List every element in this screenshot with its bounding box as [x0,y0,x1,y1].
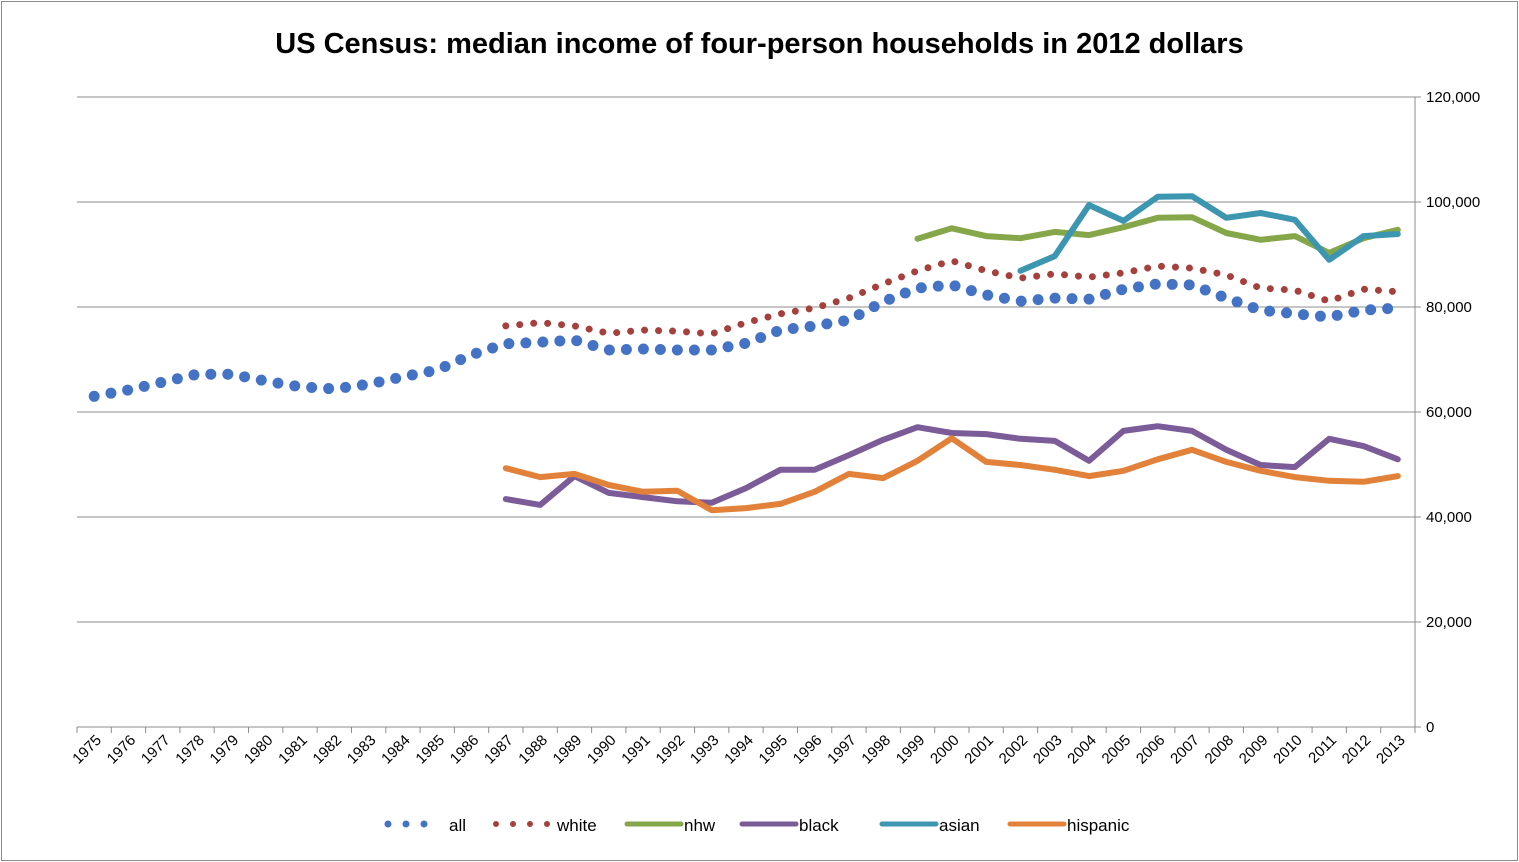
x-tick-label: 1990 [584,732,620,768]
x-tick-label: 2004 [1064,732,1100,768]
x-tick-label: 1996 [790,732,826,768]
x-tick-label: 1981 [275,732,311,768]
x-tick-label: 1988 [515,732,551,768]
x-tick-label: 1993 [687,732,723,768]
y-tick-label: 40,000 [1426,509,1472,526]
x-tick-label: 1986 [447,732,483,768]
chart-title: US Census: median income of four-person … [275,28,1244,60]
legend-label-nhw: nhw [684,816,716,835]
legend-item-hispanic: hispanic [1007,816,1130,835]
legend-item-all: all [384,816,466,835]
x-tick-label: 1982 [310,732,346,768]
series-line-hispanic [502,435,1401,514]
x-tick-label: 1983 [344,732,380,768]
x-tick-label: 1979 [207,732,243,768]
x-tick-label: 1978 [172,732,208,768]
y-tick-label: 100,000 [1426,194,1480,211]
legend-item-asian: asian [879,816,980,835]
x-tick-label: 1987 [481,732,517,768]
legend-label-black: black [799,816,839,835]
x-tick-label: 1997 [824,732,860,768]
y-tick-label: 0 [1426,719,1434,736]
x-tick-label: 1991 [618,732,654,768]
x-tick-label: 2001 [961,732,997,768]
x-tick-label: 1984 [378,732,414,768]
x-tick-label: 2003 [1030,732,1066,768]
x-tick-label: 1975 [69,732,105,768]
x-tick-label: 1985 [412,732,448,768]
x-tick-label: 2013 [1373,732,1409,768]
series-line-all [88,278,1404,402]
x-tick-label: 2010 [1270,732,1306,768]
y-tick-label: 60,000 [1426,404,1472,421]
series-line-nhw [914,214,1401,256]
x-tick-label: 1976 [104,732,140,768]
x-tick-label: 2005 [1099,732,1135,768]
legend-item-nhw: nhw [624,816,716,835]
legend-label-asian: asian [939,816,980,835]
legend-label-all: all [449,816,466,835]
legend-label-white: white [556,816,597,835]
y-tick-label: 80,000 [1426,299,1472,316]
x-tick-label: 1998 [858,732,894,768]
x-tick-label: 2011 [1305,732,1340,767]
x-tick-label: 2012 [1339,732,1375,768]
x-tick-label: 1980 [241,732,277,768]
x-tick-label: 1977 [138,732,174,768]
x-tick-label: 2007 [1167,732,1203,768]
x-tick-label: 2000 [927,732,963,768]
x-tick-label: 1995 [756,732,792,768]
y-tick-label: 20,000 [1426,614,1472,631]
x-tick-label: 1994 [721,732,757,768]
legend-item-white: white [493,816,597,835]
legend-label-hispanic: hispanic [1067,816,1130,835]
series-line-black [502,423,1401,508]
x-tick-label: 2008 [1202,732,1238,768]
y-tick-label: 120,000 [1426,89,1480,106]
x-tick-label: 2002 [996,732,1032,768]
legend-item-black: black [739,816,839,835]
series-line-asian [1017,193,1401,274]
x-tick-label: 1989 [550,732,586,768]
x-tick-label: 2009 [1236,732,1272,768]
x-tick-label: 1999 [893,732,929,768]
x-tick-label: 2006 [1133,732,1169,768]
series-line-white [502,257,1402,338]
x-tick-label: 1992 [653,732,689,768]
